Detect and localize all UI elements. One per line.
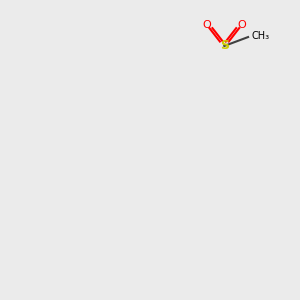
- Text: O: O: [202, 20, 211, 30]
- Text: S: S: [220, 40, 229, 52]
- Text: CH₃: CH₃: [251, 31, 269, 40]
- Text: O: O: [238, 20, 247, 30]
